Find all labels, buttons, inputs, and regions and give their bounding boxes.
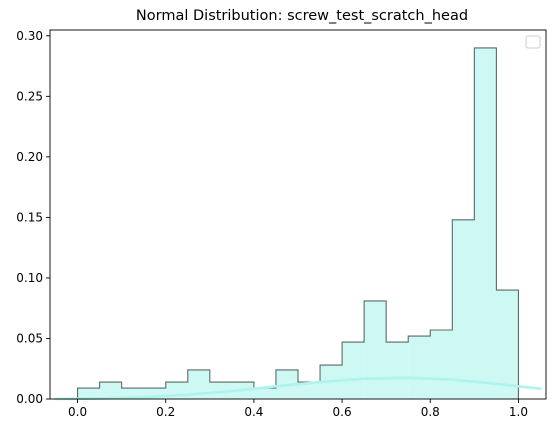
histogram-bar: [408, 336, 431, 399]
x-tick-label: 0.2: [156, 405, 175, 419]
histogram-bar: [298, 382, 321, 399]
y-tick-label: 0.10: [16, 271, 43, 285]
y-tick-label: 0.30: [16, 29, 43, 43]
y-tick-label: 0.20: [16, 150, 43, 164]
histogram-bar: [143, 388, 166, 399]
histogram-bar: [474, 47, 497, 399]
histogram-bar: [386, 342, 409, 399]
y-tick-label: 0.15: [16, 210, 43, 224]
histogram-bar: [342, 342, 365, 399]
x-tick-label: 0.6: [333, 405, 352, 419]
density-curve: [54, 376, 542, 401]
histogram-bar: [452, 219, 475, 399]
axes: 0.0 0.2 0.4 0.6 0.8 1.0 0.00 0.05 0.10 0.15 0.20 0.…: [16, 29, 547, 419]
histogram-bar: [187, 369, 210, 399]
legend-box: [525, 35, 541, 49]
x-tick-label: 0.8: [421, 405, 440, 419]
y-tick-label: 0.25: [16, 89, 43, 103]
histogram-bar: [253, 388, 276, 399]
y-tick-label: 0.05: [16, 331, 43, 345]
histogram-bar: [121, 388, 144, 399]
y-tick-label: 0.00: [16, 392, 43, 406]
histogram-bar: [430, 329, 453, 399]
plot-area: [54, 47, 542, 401]
histogram-bar: [209, 382, 232, 399]
x-tick-label: 0.4: [244, 405, 263, 419]
x-tick-label: 1.0: [509, 405, 528, 419]
legend: [525, 35, 541, 49]
histogram-bar: [496, 290, 519, 399]
histogram-bar: [99, 382, 122, 399]
histogram-bar: [364, 300, 387, 399]
histogram-bar: [77, 388, 100, 399]
x-tick-label: 0.0: [68, 405, 87, 419]
plot-frame: [49, 29, 547, 400]
chart-title: Normal Distribution: screw_test_scratch_…: [136, 8, 468, 24]
